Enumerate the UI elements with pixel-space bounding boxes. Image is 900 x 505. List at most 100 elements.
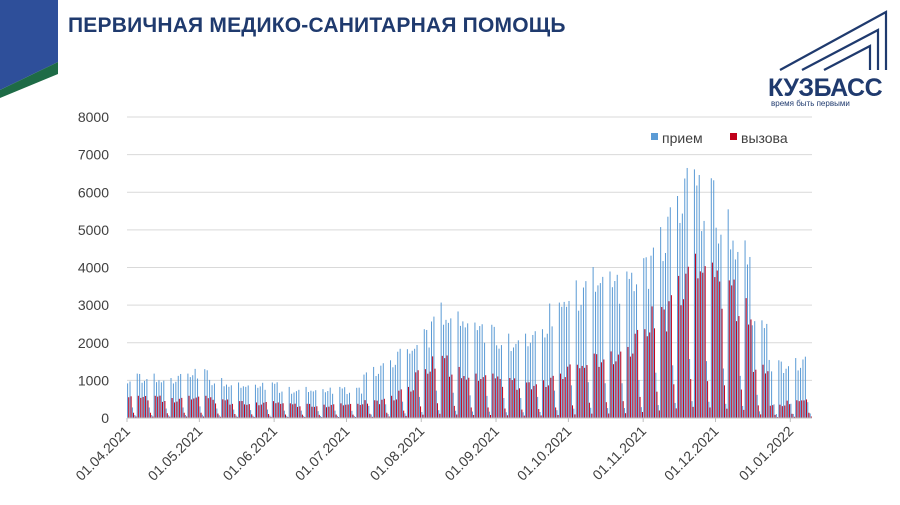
bar-vyzova <box>629 356 631 418</box>
bar-vyzova <box>366 403 368 418</box>
bar-vyzova <box>692 406 694 418</box>
bar-priem <box>616 274 618 418</box>
bar-priem <box>510 351 512 418</box>
bar-priem <box>300 410 302 418</box>
bar-priem <box>739 375 741 418</box>
bar-vyzova <box>511 380 513 418</box>
bar-priem <box>585 281 587 418</box>
bar-vyzova <box>502 386 504 418</box>
y-tick-label: 1000 <box>78 372 109 388</box>
bar-priem <box>404 413 406 418</box>
corner-blue-shape <box>0 0 58 90</box>
bar-vyzova <box>183 412 185 418</box>
bar-priem <box>602 276 604 418</box>
bar-vyzova <box>786 400 788 418</box>
bar-priem <box>737 251 739 418</box>
bar-vyzova <box>272 401 274 418</box>
bar-priem <box>134 414 136 418</box>
bar-priem <box>351 410 353 418</box>
bar-vyzova <box>219 416 221 418</box>
bar-vyzova <box>535 384 537 418</box>
bar-vyzova <box>449 376 451 418</box>
y-tick-label: 5000 <box>78 222 109 238</box>
bar-vyzova <box>164 401 166 418</box>
bar-vyzova <box>415 372 417 418</box>
bar-priem <box>474 322 476 418</box>
bar-priem <box>623 408 625 418</box>
bar-priem <box>409 353 411 418</box>
bar-vyzova <box>239 401 241 418</box>
bar-priem <box>447 322 449 418</box>
bar-vyzova <box>251 414 253 418</box>
bar-priem <box>459 325 461 418</box>
bar-priem <box>385 404 387 418</box>
bar-vyzova <box>434 368 436 418</box>
bar-priem <box>392 367 394 418</box>
bar-priem <box>329 387 331 418</box>
bar-priem <box>445 319 447 418</box>
bar-priem <box>720 234 722 418</box>
bar-priem <box>544 337 546 418</box>
bar-vyzova <box>668 301 670 418</box>
bar-priem <box>180 373 182 418</box>
bar-priem <box>317 411 319 418</box>
bar-priem <box>182 407 184 418</box>
bar-priem <box>336 415 338 418</box>
bar-vyzova <box>550 377 552 418</box>
bar-priem <box>254 384 256 418</box>
bar-vyzova <box>736 321 738 418</box>
bar-vyzova <box>265 401 267 418</box>
bar-vyzova <box>588 402 590 418</box>
bar-vyzova <box>540 415 542 418</box>
bar-vyzova <box>704 266 706 418</box>
bar-priem <box>570 385 572 418</box>
bar-vyzova <box>284 414 286 418</box>
bar-vyzova <box>547 385 549 418</box>
bar-vyzova <box>405 415 407 418</box>
bar-vyzova <box>417 370 419 418</box>
bar-vyzova <box>282 403 284 418</box>
bar-vyzova <box>651 306 653 418</box>
bar-priem <box>250 410 252 418</box>
bar-vyzova <box>468 377 470 418</box>
bar-priem <box>775 414 777 418</box>
bar-priem <box>298 389 300 418</box>
bar-vyzova <box>186 416 188 418</box>
bar-priem <box>674 402 676 418</box>
bar-priem <box>295 391 297 418</box>
bar-vyzova <box>791 413 793 418</box>
bar-vyzova <box>465 379 467 418</box>
bar-priem <box>500 345 502 418</box>
bar-priem <box>358 387 360 418</box>
bar-vyzova <box>805 399 807 418</box>
bar-vyzova <box>229 404 231 418</box>
bar-priem <box>679 222 681 418</box>
bar-vyzova <box>412 390 414 418</box>
bar-priem <box>532 334 534 418</box>
y-axis-ticks: 0 1000 2000 3000 4000 5000 6000 7000 8000 <box>78 109 109 426</box>
bar-priem <box>283 410 285 418</box>
bar-vyzova <box>654 328 656 418</box>
bar-priem <box>691 401 693 418</box>
bar-priem <box>187 373 189 418</box>
bar-priem <box>785 368 787 418</box>
y-tick-label: 0 <box>101 410 109 426</box>
bar-priem <box>194 368 196 418</box>
bar-vyzova <box>533 385 535 418</box>
bar-priem <box>701 231 703 418</box>
bar-vyzova <box>514 378 516 418</box>
bar-vyzova <box>161 401 163 418</box>
bar-vyzova <box>347 404 349 418</box>
bar-vyzova <box>769 405 771 418</box>
bar-vyzova <box>280 403 282 418</box>
bar-vyzova <box>137 395 139 418</box>
bar-priem <box>522 412 524 418</box>
bar-priem <box>151 414 153 418</box>
bar-vyzova <box>781 406 783 418</box>
bar-priem <box>718 243 720 418</box>
x-tick-label: 01.07.2021 <box>292 423 353 484</box>
bar-vyzova <box>444 358 446 418</box>
bar-vyzova <box>567 366 569 418</box>
grid-layer <box>127 116 812 419</box>
bar-priem <box>640 407 642 418</box>
